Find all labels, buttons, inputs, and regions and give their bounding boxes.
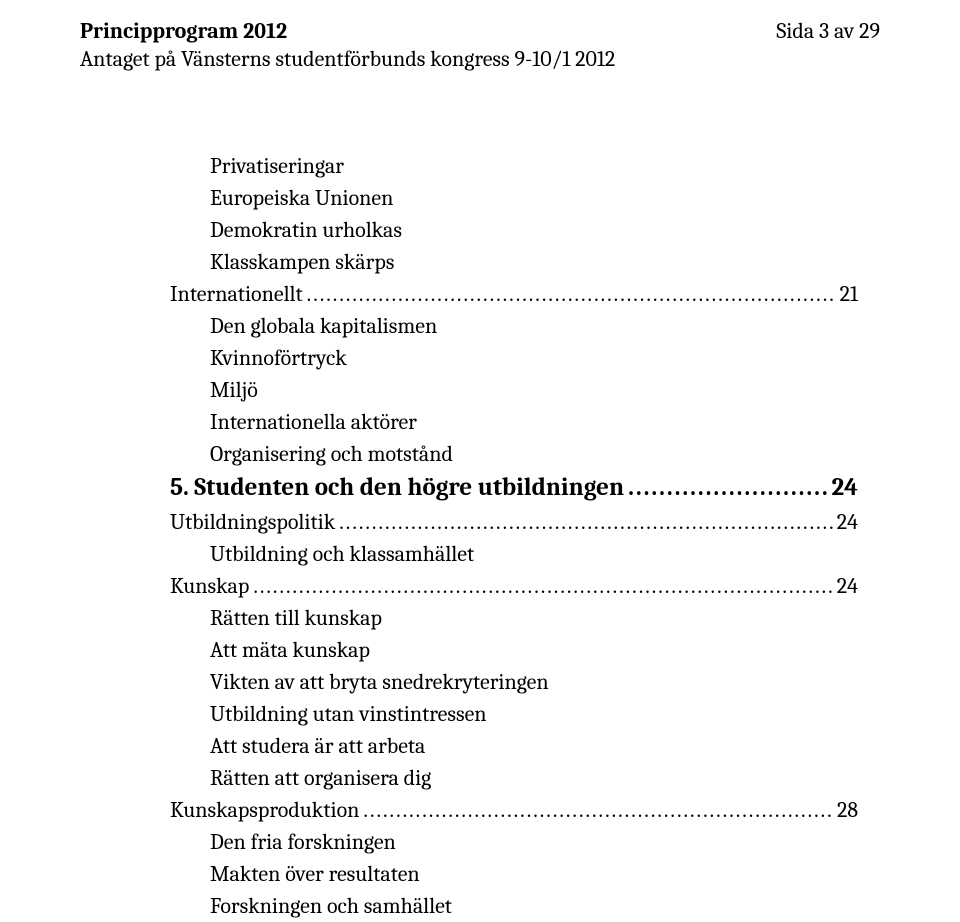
toc-entry-label: Utbildning och klassamhället xyxy=(210,538,474,570)
toc-entry-label: Organisering och motstånd xyxy=(210,438,453,470)
page-indicator: Sida 3 av 29 xyxy=(776,18,880,44)
toc-entry-label: Privatiseringar xyxy=(210,150,344,182)
toc-entry: Vikten av att bryta snedrekryteringen xyxy=(170,666,858,698)
toc-entry: Den fria forskningen xyxy=(170,826,858,858)
toc-entry: Att mäta kunskap xyxy=(170,634,858,666)
toc-entry-label: Forskningen och samhället xyxy=(210,890,452,922)
toc-entry-page: 21 xyxy=(840,278,858,310)
toc-leader-dots xyxy=(628,470,827,506)
toc-leader-dots xyxy=(339,506,833,538)
toc-entry-label: Att studera är att arbeta xyxy=(210,730,425,762)
toc-entry: Kunskapsproduktion 28 xyxy=(170,794,858,826)
toc-entry-label: Vikten av att bryta snedrekryteringen xyxy=(210,666,549,698)
toc-entry-label: Den globala kapitalismen xyxy=(210,310,437,342)
toc-entry: Makten över resultaten xyxy=(170,858,858,890)
toc-entry-label: Rätten till kunskap xyxy=(210,602,382,634)
toc-entry-label: Den fria forskningen xyxy=(210,826,396,858)
toc-entry-label: Internationella aktörer xyxy=(210,406,417,438)
toc-entry: 5. Studenten och den högre utbildningen … xyxy=(170,470,858,506)
document-subtitle: Antaget på Vänsterns studentförbunds kon… xyxy=(80,46,880,72)
document-title: Principprogram 2012 xyxy=(80,18,287,44)
toc-entry-label: Kunskapsproduktion xyxy=(170,794,359,826)
toc-entry: Rätten till kunskap xyxy=(170,602,858,634)
toc-entry: Rätten att organisera dig xyxy=(170,762,858,794)
toc-entry: Demokratin urholkas xyxy=(170,214,858,246)
toc-entry: Miljö xyxy=(170,374,858,406)
toc-entry-label: Kvinnoförtryck xyxy=(210,342,347,374)
toc-entry: Klasskampen skärps xyxy=(170,246,858,278)
toc-entry-page: 24 xyxy=(837,506,858,538)
toc-entry-label: Kunskap xyxy=(170,570,249,602)
toc-leader-dots xyxy=(253,570,832,602)
toc-entry: Internationella aktörer xyxy=(170,406,858,438)
toc-entry-label: Att mäta kunskap xyxy=(210,634,370,666)
toc-entry: Organisering och motstånd xyxy=(170,438,858,470)
toc-entry: Internationellt 21 xyxy=(170,278,858,310)
toc-entry-page: 24 xyxy=(837,570,858,602)
toc-entry: Den globala kapitalismen xyxy=(170,310,858,342)
toc-entry: Forskningen och samhället xyxy=(170,890,858,922)
toc-entry-label: Utbildningspolitik xyxy=(170,506,335,538)
toc-entry: Privatiseringar xyxy=(170,150,858,182)
toc-entry-page: 24 xyxy=(831,470,858,506)
toc-entry-page: 28 xyxy=(837,794,858,826)
toc-entry-label: Klasskampen skärps xyxy=(210,246,394,278)
toc-entry: Utbildning och klassamhället xyxy=(170,538,858,570)
toc-entry-label: Utbildning utan vinstintressen xyxy=(210,698,487,730)
page: Principprogram 2012 Sida 3 av 29 Antaget… xyxy=(0,0,960,911)
toc-entry: Utbildning utan vinstintressen xyxy=(170,698,858,730)
toc-leader-dots xyxy=(363,794,833,826)
toc-entry-label: Europeiska Unionen xyxy=(210,182,393,214)
header-row: Principprogram 2012 Sida 3 av 29 xyxy=(80,18,880,44)
toc-leader-dots xyxy=(307,278,836,310)
toc-entry-label: Rätten att organisera dig xyxy=(210,762,431,794)
toc-entry: Utbildningspolitik 24 xyxy=(170,506,858,538)
toc-entry-label: Internationellt xyxy=(170,278,303,310)
toc-entry-label: Demokratin urholkas xyxy=(210,214,402,246)
table-of-contents: PrivatiseringarEuropeiska UnionenDemokra… xyxy=(80,150,880,922)
toc-entry-label: Miljö xyxy=(210,374,258,406)
toc-entry: Kvinnoförtryck xyxy=(170,342,858,374)
toc-entry: Europeiska Unionen xyxy=(170,182,858,214)
toc-entry: Att studera är att arbeta xyxy=(170,730,858,762)
toc-entry-label: Makten över resultaten xyxy=(210,858,420,890)
toc-entry-label: 5. Studenten och den högre utbildningen xyxy=(170,470,624,506)
toc-entry: Kunskap 24 xyxy=(170,570,858,602)
